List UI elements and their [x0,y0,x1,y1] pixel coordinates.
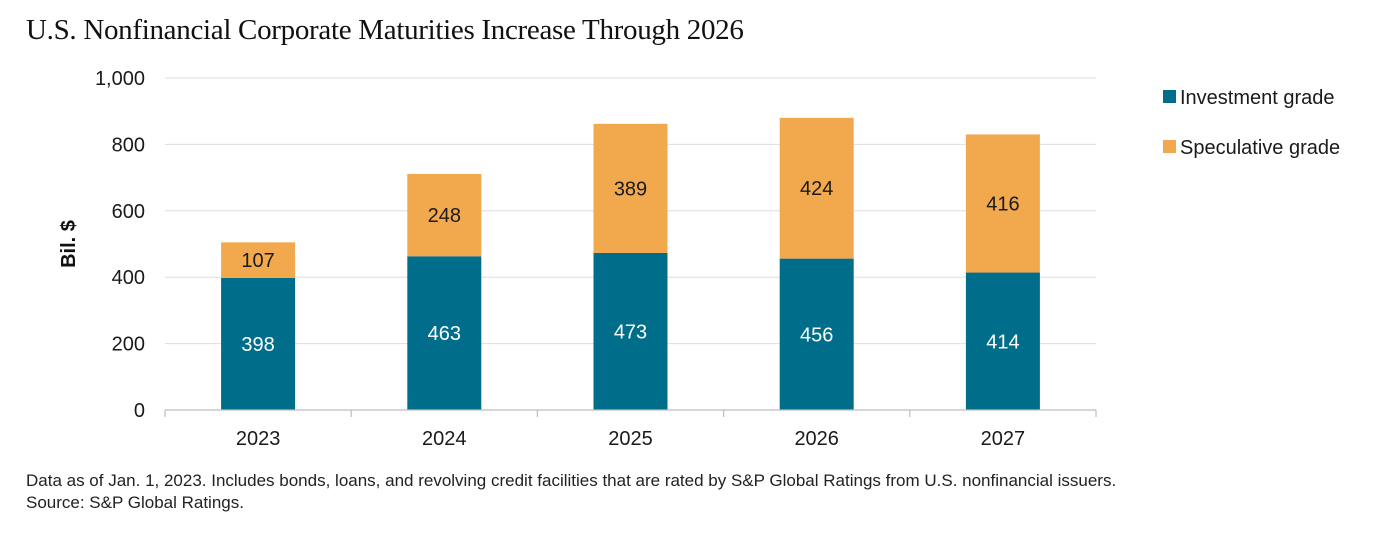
legend-swatch [1163,90,1176,103]
data-label: 389 [614,178,647,200]
chart-title: U.S. Nonfinancial Corporate Maturities I… [26,14,744,46]
axes: 0 200 400 600 800 1,000 Bil. $ 2023 2024 2025 2026… [58,68,1097,450]
data-label: 414 [986,331,1019,353]
bar-investment-grade [779,258,854,410]
bar-speculative-grade [779,117,854,259]
y-tick-label: 400 [112,267,145,289]
bars: 398 107 463 248 473 389 456 424 414 416 [221,117,1040,410]
data-label: 416 [986,193,1019,215]
data-label: 248 [428,205,461,227]
bar-speculative-grade [221,242,296,278]
data-label: 107 [241,250,274,272]
data-label: 398 [241,334,274,356]
bar-speculative-grade [593,123,668,253]
bar-investment-grade [221,277,296,410]
bar-investment-grade [965,272,1040,410]
bar-investment-grade [407,256,482,410]
y-tick-label: 200 [112,334,145,356]
legend-label: Investment grade [1180,87,1335,109]
y-tick-label: 800 [112,134,145,156]
x-tick-label: 2024 [422,428,467,450]
x-tick-label: 2026 [794,428,839,450]
data-label: 473 [614,321,647,343]
data-label: 463 [428,323,461,345]
data-label: 424 [800,178,833,200]
x-tick-label: 2023 [236,428,281,450]
legend-swatch [1163,140,1176,153]
y-tick-label: 1,000 [95,68,145,90]
y-tick-label: 0 [134,400,145,422]
legend: Investment grade Speculative grade [1163,87,1340,159]
legend-label: Speculative grade [1180,137,1340,159]
x-tick-label: 2027 [981,428,1026,450]
bar-speculative-grade [407,173,482,257]
chart-footnote: Data as of Jan. 1, 2023. Includes bonds,… [26,471,1117,512]
x-tick-label: 2025 [608,428,653,450]
bar-investment-grade [593,252,668,410]
data-label: 456 [800,324,833,346]
y-tick-label: 600 [112,201,145,223]
bar-speculative-grade [965,134,1040,273]
y-axis-title: Bil. $ [58,220,80,268]
